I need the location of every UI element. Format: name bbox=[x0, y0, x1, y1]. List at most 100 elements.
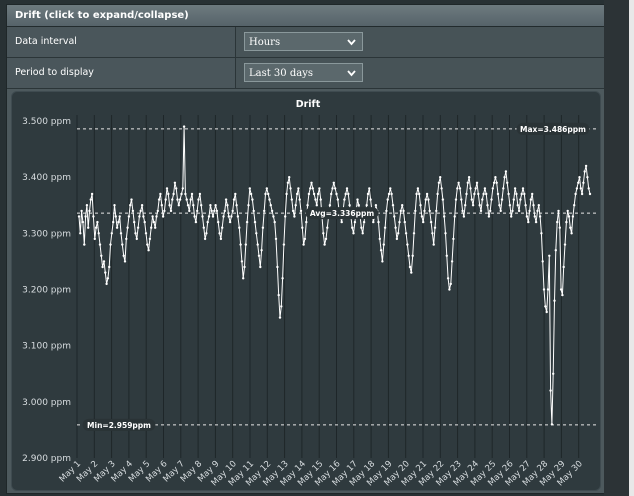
data-point bbox=[135, 237, 138, 241]
data-point bbox=[391, 204, 395, 207]
data-point bbox=[445, 254, 448, 257]
data-point bbox=[269, 204, 272, 207]
data-point bbox=[318, 187, 321, 190]
data-point bbox=[123, 260, 127, 263]
data-point bbox=[575, 187, 579, 190]
data-point bbox=[494, 176, 497, 179]
data-point bbox=[256, 243, 259, 246]
data-point bbox=[112, 220, 115, 224]
data-point bbox=[270, 209, 274, 213]
data-point bbox=[201, 215, 204, 218]
data-point bbox=[303, 237, 307, 241]
data-point bbox=[244, 243, 247, 246]
data-interval-select[interactable]: Hours bbox=[244, 32, 363, 51]
data-point bbox=[496, 192, 500, 196]
data-point bbox=[213, 209, 216, 213]
data-point bbox=[236, 215, 240, 218]
data-point bbox=[433, 226, 437, 229]
data-point bbox=[529, 198, 533, 201]
data-point bbox=[210, 209, 213, 213]
data-point bbox=[205, 232, 208, 235]
data-point bbox=[466, 181, 469, 184]
data-point bbox=[577, 181, 580, 184]
data-point bbox=[277, 293, 280, 297]
data-point bbox=[290, 198, 293, 201]
data-point bbox=[200, 204, 203, 207]
drift-series-line bbox=[78, 126, 591, 425]
data-point bbox=[265, 187, 268, 190]
period-label: Period to display bbox=[7, 58, 236, 88]
data-point bbox=[113, 204, 116, 207]
data-point bbox=[351, 226, 354, 229]
data-point bbox=[461, 209, 464, 213]
data-point bbox=[88, 209, 91, 213]
data-point bbox=[192, 204, 195, 207]
data-point bbox=[231, 209, 234, 213]
data-point bbox=[545, 310, 548, 314]
data-point bbox=[140, 204, 144, 207]
data-point bbox=[528, 209, 531, 213]
data-point bbox=[571, 215, 575, 218]
data-point bbox=[117, 220, 120, 224]
data-point bbox=[115, 226, 119, 229]
data-point bbox=[255, 232, 258, 235]
data-point bbox=[167, 192, 170, 196]
data-point bbox=[310, 181, 313, 184]
data-point bbox=[507, 192, 510, 196]
data-point bbox=[470, 198, 473, 201]
data-point bbox=[243, 265, 246, 269]
data-point bbox=[224, 198, 228, 201]
data-point bbox=[554, 249, 557, 252]
data-point bbox=[143, 220, 146, 224]
data-point bbox=[439, 176, 442, 179]
data-point bbox=[452, 237, 455, 241]
data-point bbox=[437, 181, 441, 184]
data-point bbox=[94, 226, 98, 229]
data-point bbox=[489, 209, 492, 213]
data-point bbox=[268, 198, 271, 201]
data-point bbox=[239, 243, 242, 246]
data-point bbox=[160, 204, 163, 207]
data-point bbox=[541, 260, 544, 263]
data-point bbox=[348, 204, 351, 207]
data-point bbox=[360, 226, 363, 229]
data-point bbox=[164, 198, 167, 201]
data-point bbox=[467, 176, 471, 179]
data-point bbox=[322, 232, 325, 235]
data-point bbox=[474, 187, 477, 190]
data-point bbox=[563, 243, 567, 246]
data-point bbox=[83, 243, 86, 246]
data-point bbox=[586, 176, 589, 179]
data-point bbox=[558, 226, 561, 229]
data-point bbox=[316, 192, 320, 196]
chart-title: Drift bbox=[296, 99, 321, 110]
data-point bbox=[245, 220, 249, 224]
data-point bbox=[108, 265, 111, 269]
data-point bbox=[104, 271, 107, 274]
data-point bbox=[377, 220, 380, 224]
data-point bbox=[490, 198, 493, 201]
data-point bbox=[238, 226, 241, 229]
data-point bbox=[383, 226, 387, 229]
data-point bbox=[532, 204, 535, 207]
data-point bbox=[361, 232, 364, 235]
scrollbar-track[interactable] bbox=[629, 0, 634, 496]
data-point bbox=[253, 220, 257, 224]
data-point bbox=[478, 204, 481, 207]
data-point bbox=[297, 187, 300, 190]
data-point bbox=[546, 288, 550, 291]
data-point bbox=[525, 215, 529, 218]
data-point bbox=[130, 198, 133, 201]
drift-chart-container: Drift 2.900 ppm 3.000 ppm 3.100 ppm 3.200 p… bbox=[11, 91, 601, 491]
max-label: Max=3.486ppm bbox=[520, 125, 586, 134]
data-point bbox=[188, 209, 191, 213]
period-select[interactable]: Last 30 days bbox=[244, 63, 363, 82]
data-point bbox=[549, 389, 552, 392]
data-point bbox=[565, 220, 568, 224]
data-point bbox=[408, 265, 412, 269]
data-point bbox=[272, 215, 275, 218]
panel-header-toggle[interactable]: Drift (click to expand/collapse) bbox=[7, 5, 604, 27]
data-point bbox=[106, 277, 110, 280]
data-point bbox=[119, 232, 123, 235]
data-point bbox=[561, 293, 564, 297]
